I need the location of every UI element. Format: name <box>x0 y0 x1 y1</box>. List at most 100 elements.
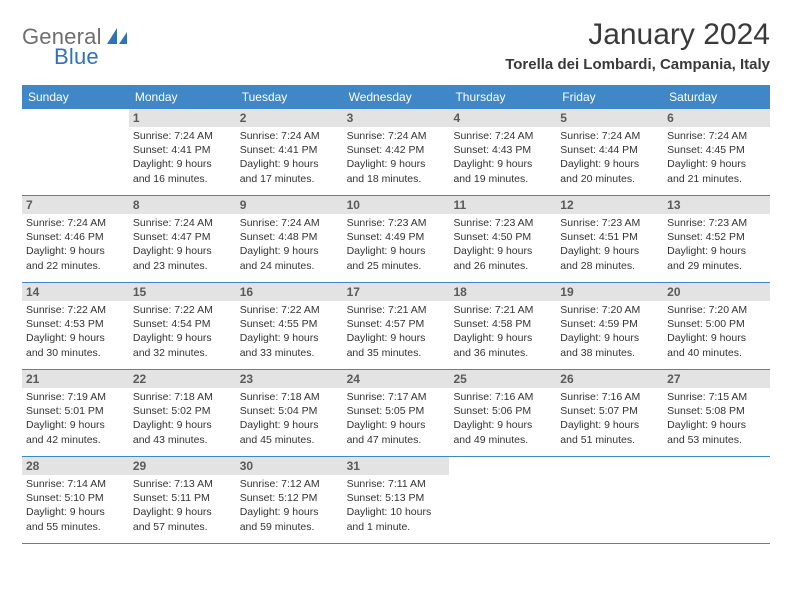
calendar-cell: 28Sunrise: 7:14 AMSunset: 5:10 PMDayligh… <box>22 457 129 543</box>
calendar-cell: 7 Sunrise: 7:24 AMSunset: 4:46 PMDaylight… <box>22 196 129 282</box>
day-detail: Sunrise: 7:20 AMSunset: 5:00 PMDaylight:… <box>667 303 766 360</box>
calendar-cell: 23Sunrise: 7:18 AMSunset: 5:04 PMDayligh… <box>236 370 343 456</box>
day-daylight2: and 22 minutes. <box>26 259 125 273</box>
day-sunset: Sunset: 5:05 PM <box>347 404 446 418</box>
day-number: 2 <box>236 109 343 127</box>
day-sunset: Sunset: 5:07 PM <box>560 404 659 418</box>
calendar-cell: 10Sunrise: 7:23 AMSunset: 4:49 PMDayligh… <box>343 196 450 282</box>
day-sunrise: Sunrise: 7:19 AM <box>26 390 125 404</box>
calendar-cell: 26Sunrise: 7:16 AMSunset: 5:07 PMDayligh… <box>556 370 663 456</box>
day-sunrise: Sunrise: 7:22 AM <box>133 303 232 317</box>
day-sunrise: Sunrise: 7:16 AM <box>453 390 552 404</box>
day-detail: Sunrise: 7:24 AMSunset: 4:46 PMDaylight:… <box>26 216 125 273</box>
day-daylight1: Daylight: 9 hours <box>26 418 125 432</box>
day-number: 25 <box>449 370 556 388</box>
day-sunset: Sunset: 5:13 PM <box>347 491 446 505</box>
day-sunrise: Sunrise: 7:18 AM <box>133 390 232 404</box>
day-sunset: Sunset: 4:59 PM <box>560 317 659 331</box>
day-daylight1: Daylight: 9 hours <box>133 505 232 519</box>
calendar-cell <box>22 109 129 195</box>
day-sunrise: Sunrise: 7:21 AM <box>347 303 446 317</box>
calendar-cell: 18Sunrise: 7:21 AMSunset: 4:58 PMDayligh… <box>449 283 556 369</box>
day-sunset: Sunset: 5:11 PM <box>133 491 232 505</box>
calendar-cell <box>449 457 556 543</box>
day-number <box>556 457 663 475</box>
day-daylight2: and 29 minutes. <box>667 259 766 273</box>
dow-saturday: Saturday <box>663 85 770 109</box>
day-daylight1: Daylight: 9 hours <box>240 505 339 519</box>
day-daylight1: Daylight: 9 hours <box>667 157 766 171</box>
calendar-cell: 30Sunrise: 7:12 AMSunset: 5:12 PMDayligh… <box>236 457 343 543</box>
day-detail: Sunrise: 7:24 AMSunset: 4:43 PMDaylight:… <box>453 129 552 186</box>
day-sunset: Sunset: 4:49 PM <box>347 230 446 244</box>
day-daylight1: Daylight: 9 hours <box>560 418 659 432</box>
logo-text-blue: Blue <box>54 44 99 69</box>
day-number: 23 <box>236 370 343 388</box>
calendar-cell: 29Sunrise: 7:13 AMSunset: 5:11 PMDayligh… <box>129 457 236 543</box>
day-number: 31 <box>343 457 450 475</box>
day-detail: Sunrise: 7:23 AMSunset: 4:49 PMDaylight:… <box>347 216 446 273</box>
day-sunrise: Sunrise: 7:24 AM <box>133 216 232 230</box>
calendar-page: General Blue January 2024 Torella dei Lo… <box>0 0 792 554</box>
day-sunrise: Sunrise: 7:12 AM <box>240 477 339 491</box>
day-daylight1: Daylight: 9 hours <box>453 157 552 171</box>
day-number: 4 <box>449 109 556 127</box>
calendar-cell <box>556 457 663 543</box>
day-detail: Sunrise: 7:24 AMSunset: 4:41 PMDaylight:… <box>133 129 232 186</box>
day-sunrise: Sunrise: 7:23 AM <box>453 216 552 230</box>
day-detail: Sunrise: 7:16 AMSunset: 5:06 PMDaylight:… <box>453 390 552 447</box>
calendar-cell: 17Sunrise: 7:21 AMSunset: 4:57 PMDayligh… <box>343 283 450 369</box>
day-daylight1: Daylight: 9 hours <box>347 418 446 432</box>
day-sunrise: Sunrise: 7:24 AM <box>240 216 339 230</box>
calendar-cell <box>663 457 770 543</box>
calendar-row: 14Sunrise: 7:22 AMSunset: 4:53 PMDayligh… <box>22 283 770 370</box>
day-daylight2: and 26 minutes. <box>453 259 552 273</box>
day-sunrise: Sunrise: 7:21 AM <box>453 303 552 317</box>
day-number: 28 <box>22 457 129 475</box>
day-daylight2: and 28 minutes. <box>560 259 659 273</box>
day-daylight2: and 35 minutes. <box>347 346 446 360</box>
day-daylight1: Daylight: 9 hours <box>560 331 659 345</box>
calendar-cell: 20Sunrise: 7:20 AMSunset: 5:00 PMDayligh… <box>663 283 770 369</box>
day-detail: Sunrise: 7:13 AMSunset: 5:11 PMDaylight:… <box>133 477 232 534</box>
day-daylight2: and 24 minutes. <box>240 259 339 273</box>
day-number: 6 <box>663 109 770 127</box>
day-number: 15 <box>129 283 236 301</box>
day-daylight1: Daylight: 9 hours <box>26 331 125 345</box>
day-daylight2: and 40 minutes. <box>667 346 766 360</box>
day-detail: Sunrise: 7:24 AMSunset: 4:41 PMDaylight:… <box>240 129 339 186</box>
day-sunset: Sunset: 5:01 PM <box>26 404 125 418</box>
day-detail: Sunrise: 7:21 AMSunset: 4:57 PMDaylight:… <box>347 303 446 360</box>
calendar-cell: 14Sunrise: 7:22 AMSunset: 4:53 PMDayligh… <box>22 283 129 369</box>
day-sunset: Sunset: 4:41 PM <box>133 143 232 157</box>
day-number: 24 <box>343 370 450 388</box>
day-number: 22 <box>129 370 236 388</box>
day-sunrise: Sunrise: 7:20 AM <box>667 303 766 317</box>
calendar-cell: 22 Sunrise: 7:18 AMSunset: 5:02 PMDayligh… <box>129 370 236 456</box>
day-sunset: Sunset: 4:41 PM <box>240 143 339 157</box>
day-daylight2: and 43 minutes. <box>133 433 232 447</box>
day-sunset: Sunset: 4:48 PM <box>240 230 339 244</box>
day-daylight1: Daylight: 9 hours <box>240 331 339 345</box>
calendar-cell: 3Sunrise: 7:24 AMSunset: 4:42 PMDaylight… <box>343 109 450 195</box>
calendar-cell: 11Sunrise: 7:23 AMSunset: 4:50 PMDayligh… <box>449 196 556 282</box>
day-daylight1: Daylight: 9 hours <box>453 244 552 258</box>
day-daylight1: Daylight: 9 hours <box>133 331 232 345</box>
day-number: 18 <box>449 283 556 301</box>
day-number: 7 <box>22 196 129 214</box>
day-daylight1: Daylight: 9 hours <box>133 418 232 432</box>
day-number: 14 <box>22 283 129 301</box>
calendar-cell: 19Sunrise: 7:20 AMSunset: 4:59 PMDayligh… <box>556 283 663 369</box>
day-daylight1: Daylight: 9 hours <box>347 244 446 258</box>
day-sunset: Sunset: 5:10 PM <box>26 491 125 505</box>
day-daylight2: and 19 minutes. <box>453 172 552 186</box>
day-detail: Sunrise: 7:24 AMSunset: 4:44 PMDaylight:… <box>560 129 659 186</box>
day-sunset: Sunset: 5:02 PM <box>133 404 232 418</box>
day-number: 30 <box>236 457 343 475</box>
day-daylight1: Daylight: 9 hours <box>240 244 339 258</box>
day-number: 13 <box>663 196 770 214</box>
dow-monday: Monday <box>129 85 236 109</box>
day-sunrise: Sunrise: 7:24 AM <box>453 129 552 143</box>
day-detail: Sunrise: 7:19 AMSunset: 5:01 PMDaylight:… <box>26 390 125 447</box>
day-sunrise: Sunrise: 7:18 AM <box>240 390 339 404</box>
